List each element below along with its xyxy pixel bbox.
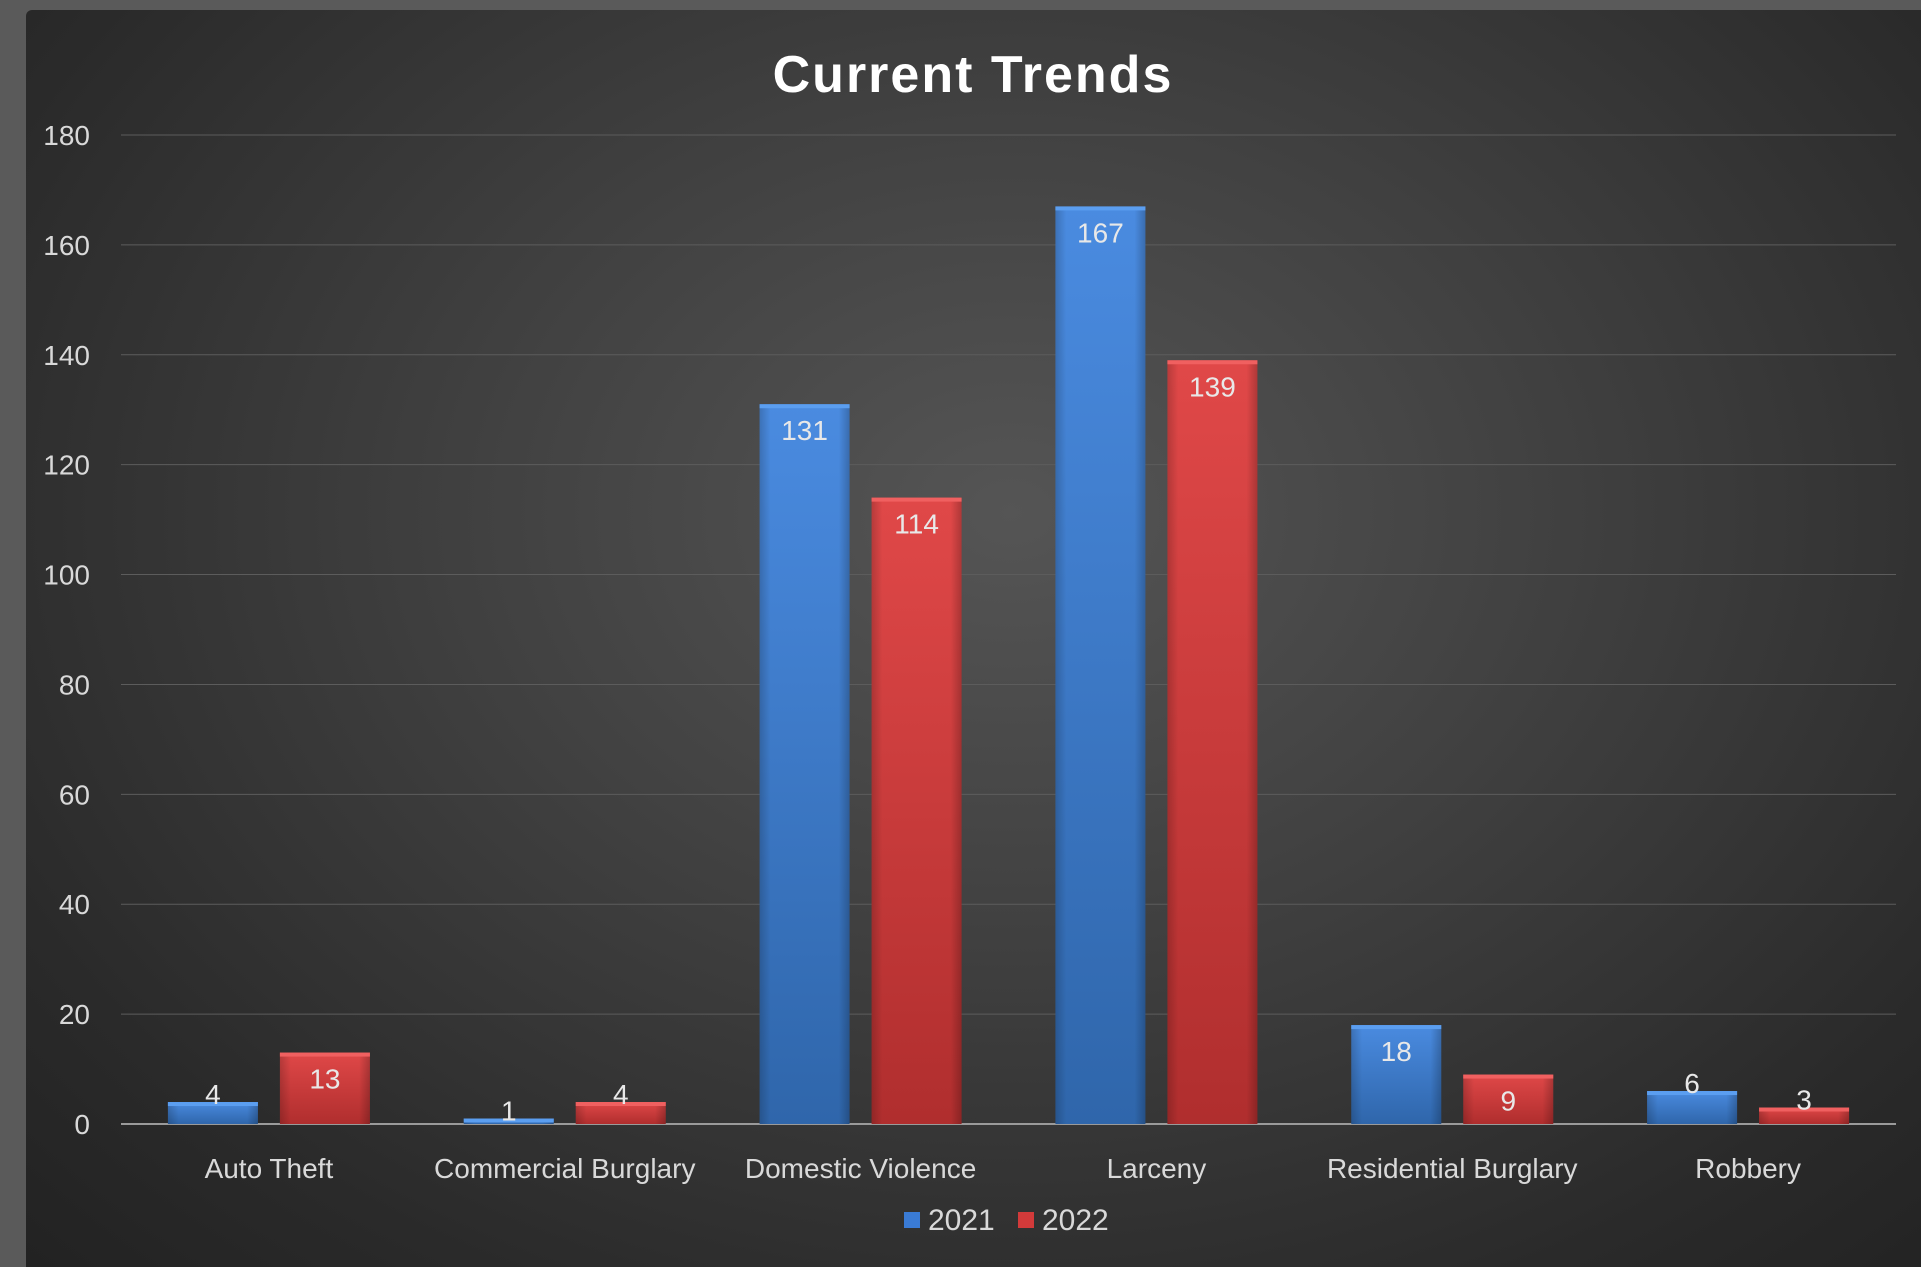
data-label: 18 (1381, 1036, 1412, 1067)
y-tick-label: 80 (59, 669, 90, 700)
data-label: 4 (613, 1079, 629, 1110)
bar-top-edge (1167, 360, 1258, 365)
x-category-label: Commercial Burglary (434, 1153, 695, 1184)
data-label: 167 (1077, 217, 1124, 248)
x-category-label: Residential Burglary (1327, 1153, 1578, 1184)
bar-shade (1759, 1107, 1850, 1124)
bar-top-edge (759, 404, 850, 409)
legend-label-2022: 2022 (1042, 1204, 1109, 1237)
bar-shade (871, 497, 962, 1125)
bar-top-edge (1647, 1091, 1738, 1096)
data-label: 1 (501, 1096, 517, 1127)
data-label: 6 (1684, 1068, 1700, 1099)
bar-top-edge (1351, 1025, 1442, 1030)
bar-shade (1647, 1091, 1738, 1124)
chart-area: 0 20 40 60 80 100 120 140 160 180 4 13 Auto Theft 1 4 C… (26, 10, 1921, 1267)
x-category-label: Larceny (1107, 1153, 1207, 1184)
x-category-label: Robbery (1695, 1153, 1801, 1184)
bar-top-edge (463, 1118, 554, 1123)
bar-shade (167, 1102, 258, 1124)
data-label: 139 (1189, 371, 1236, 402)
y-tick-label: 160 (43, 230, 90, 261)
y-tick-label: 40 (59, 889, 90, 920)
data-label: 9 (1500, 1086, 1516, 1117)
y-tick-label: 180 (43, 120, 90, 151)
bar-top-edge (1055, 206, 1146, 211)
y-tick-label: 100 (43, 560, 90, 591)
x-category-label: Auto Theft (205, 1153, 334, 1184)
bar-shade (279, 1052, 370, 1124)
y-tick-label: 60 (59, 779, 90, 810)
data-label: 13 (309, 1064, 340, 1095)
bar-top-edge (575, 1102, 666, 1107)
bar-shade (759, 404, 850, 1124)
bar-top-edge (279, 1052, 370, 1057)
y-tick-label: 20 (59, 999, 90, 1030)
bar-top-edge (871, 497, 962, 502)
bar-top-edge (167, 1102, 258, 1107)
y-tick-label: 120 (43, 450, 90, 481)
bar-shade (1351, 1025, 1442, 1124)
y-tick-label: 0 (74, 1109, 90, 1140)
bar-shade (1463, 1074, 1554, 1124)
data-label: 3 (1796, 1085, 1812, 1116)
bar-top-edge (1759, 1107, 1850, 1112)
legend-swatch-2022 (1018, 1212, 1034, 1228)
bar-chart: 0 20 40 60 80 100 120 140 160 180 4 13 Auto Theft 1 4 C… (43, 46, 1896, 1237)
bar-shade (575, 1102, 666, 1124)
legend-label-2021: 2021 (928, 1204, 995, 1237)
chart-title: Current Trends (773, 46, 1174, 104)
bar-top-edge (1463, 1074, 1554, 1079)
y-tick-label: 140 (43, 340, 90, 371)
data-label: 4 (205, 1079, 221, 1110)
legend-swatch-2021 (904, 1212, 920, 1228)
x-category-label: Domestic Violence (745, 1153, 976, 1184)
data-label: 114 (894, 509, 939, 540)
data-label: 131 (781, 415, 828, 446)
bar-shade (1055, 206, 1146, 1124)
bar-shade (1167, 360, 1258, 1124)
